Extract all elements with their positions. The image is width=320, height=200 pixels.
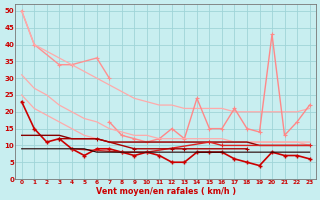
X-axis label: Vent moyen/en rafales ( km/h ): Vent moyen/en rafales ( km/h )	[96, 187, 236, 196]
